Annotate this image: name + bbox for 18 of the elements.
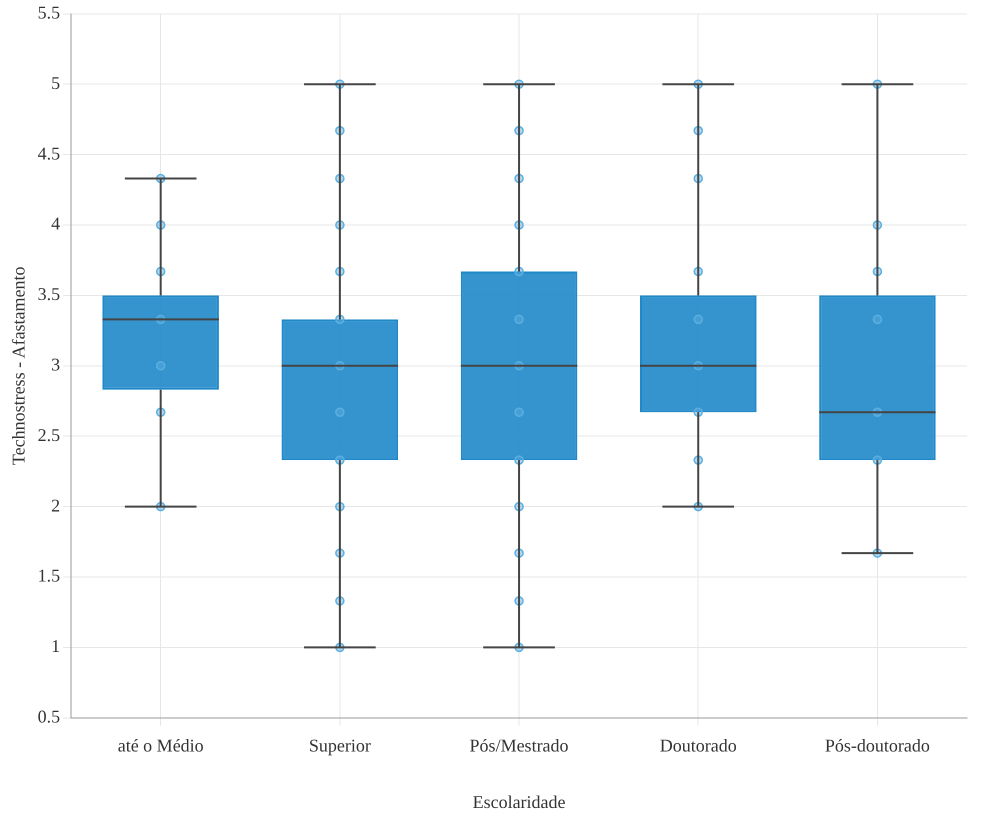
y-tick-label: 3.5 <box>38 284 60 304</box>
x-tick-label: Superior <box>308 735 371 756</box>
y-tick-label: 4.5 <box>38 143 60 164</box>
x-tick-label: Pós-doutorado <box>824 735 930 756</box>
y-tick-label: 0.5 <box>38 706 60 727</box>
y-tick-label: 5 <box>51 72 60 93</box>
x-tick-label: Pós/Mestrado <box>470 735 569 756</box>
y-tick-label: 3 <box>51 354 60 375</box>
x-tick-label: até o Médio <box>118 735 204 756</box>
y-tick-label: 2 <box>51 495 60 516</box>
x-axis-title: Escolaridade <box>472 792 566 812</box>
y-tick-label: 4 <box>51 214 60 234</box>
y-tick-label: 1 <box>51 636 60 656</box>
y-tick-label: 2.5 <box>38 424 60 445</box>
y-tick-label: 5.5 <box>38 2 60 23</box>
x-tick-label: Doutorado <box>660 735 737 756</box>
y-axis-title: Technostress - Afastamento <box>8 266 29 466</box>
y-tick-label: 1.5 <box>38 566 60 586</box>
